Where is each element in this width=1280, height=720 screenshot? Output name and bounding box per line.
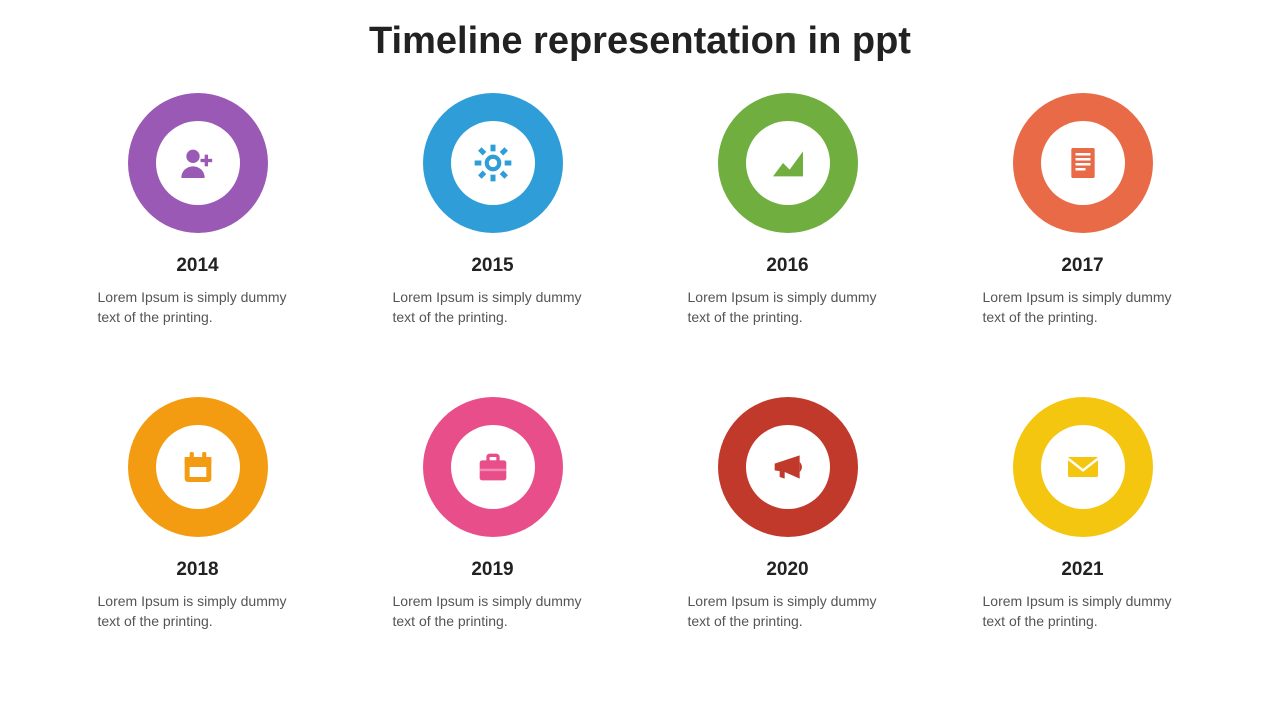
user-plus-icon <box>156 121 240 205</box>
year-description: Lorem Ipsum is simply dummy text of the … <box>983 591 1183 632</box>
timeline-item-2021: 2021 Lorem Ipsum is simply dummy text of … <box>965 397 1200 681</box>
slide: Timeline representation in ppt 2014 Lorem… <box>0 0 1280 720</box>
year-label: 2018 <box>176 559 218 581</box>
ring <box>718 93 858 233</box>
timeline-item-2014: 2014 Lorem Ipsum is simply dummy text of … <box>80 93 315 377</box>
year-description: Lorem Ipsum is simply dummy text of the … <box>98 591 298 632</box>
year-description: Lorem Ipsum is simply dummy text of the … <box>393 591 593 632</box>
year-label: 2016 <box>766 255 808 277</box>
year-description: Lorem Ipsum is simply dummy text of the … <box>688 591 888 632</box>
chart-icon <box>746 121 830 205</box>
year-label: 2020 <box>766 559 808 581</box>
year-label: 2014 <box>176 255 218 277</box>
year-description: Lorem Ipsum is simply dummy text of the … <box>983 287 1183 328</box>
ring <box>1013 93 1153 233</box>
timeline-grid: 2014 Lorem Ipsum is simply dummy text of … <box>80 93 1200 680</box>
timeline-item-2016: 2016 Lorem Ipsum is simply dummy text of … <box>670 93 905 377</box>
calendar-icon <box>156 425 240 509</box>
envelope-icon <box>1041 425 1125 509</box>
slide-title: Timeline representation in ppt <box>80 20 1200 63</box>
timeline-item-2020: 2020 Lorem Ipsum is simply dummy text of … <box>670 397 905 681</box>
timeline-item-2015: 2015 Lorem Ipsum is simply dummy text of … <box>375 93 610 377</box>
gear-icon <box>451 121 535 205</box>
year-description: Lorem Ipsum is simply dummy text of the … <box>393 287 593 328</box>
ring <box>128 93 268 233</box>
megaphone-icon <box>746 425 830 509</box>
briefcase-icon <box>451 425 535 509</box>
timeline-item-2018: 2018 Lorem Ipsum is simply dummy text of … <box>80 397 315 681</box>
year-label: 2019 <box>471 559 513 581</box>
year-description: Lorem Ipsum is simply dummy text of the … <box>688 287 888 328</box>
year-label: 2021 <box>1061 559 1103 581</box>
year-label: 2015 <box>471 255 513 277</box>
ring <box>128 397 268 537</box>
timeline-item-2019: 2019 Lorem Ipsum is simply dummy text of … <box>375 397 610 681</box>
ring <box>423 397 563 537</box>
ring <box>718 397 858 537</box>
ring <box>423 93 563 233</box>
document-icon <box>1041 121 1125 205</box>
year-description: Lorem Ipsum is simply dummy text of the … <box>98 287 298 328</box>
year-label: 2017 <box>1061 255 1103 277</box>
ring <box>1013 397 1153 537</box>
timeline-item-2017: 2017 Lorem Ipsum is simply dummy text of … <box>965 93 1200 377</box>
